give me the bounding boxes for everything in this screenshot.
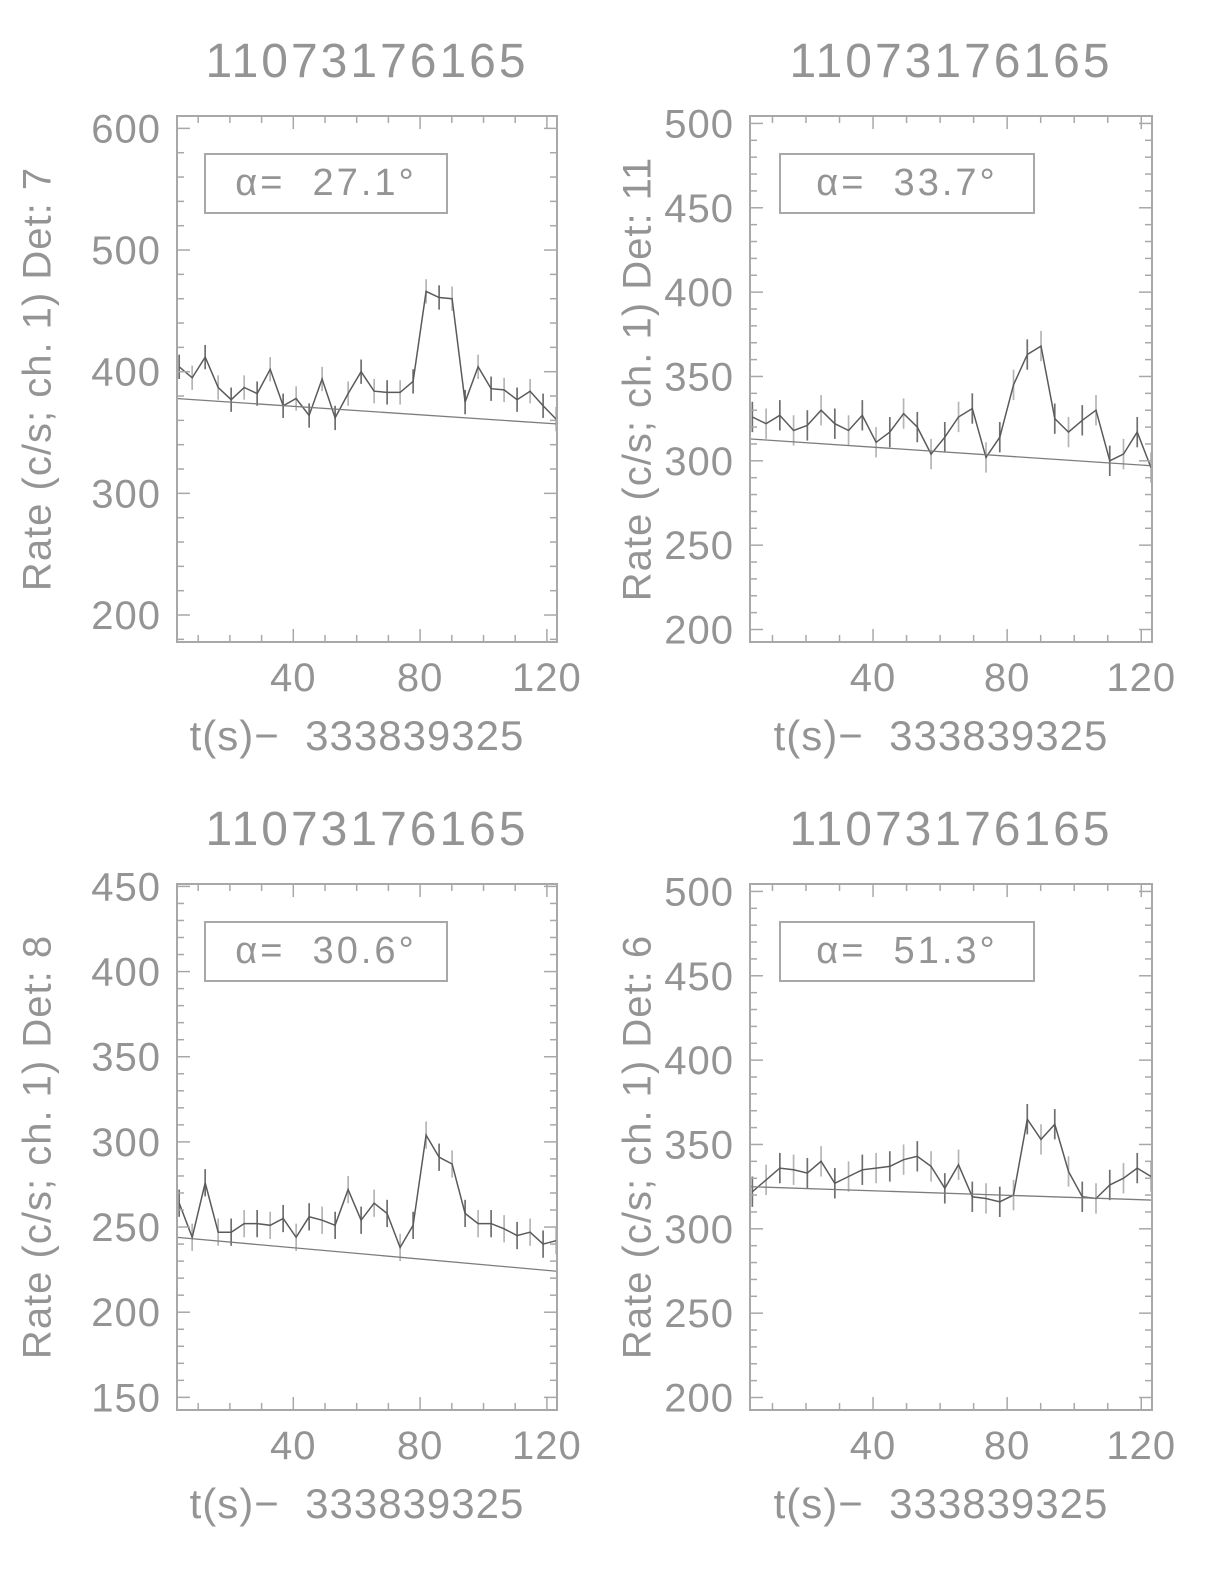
error-bars <box>178 279 557 432</box>
y-tick-label: 450 <box>664 187 734 231</box>
x-tick-label: 80 <box>984 1424 1031 1468</box>
y-axis-title: Rate (c/s; ch. 1) Det: 8 <box>15 934 60 1360</box>
panel-det-8: 11073176165 Rate (c/s; ch. 1) Det: 8 150… <box>0 768 612 1558</box>
background-fit-line <box>748 1185 1154 1201</box>
x-tick-label: 40 <box>270 1424 317 1468</box>
alpha-annotation-box: α= 30.6° <box>204 921 448 982</box>
panel-title: 11073176165 <box>789 35 1113 88</box>
x-tick-label: 80 <box>397 1424 444 1468</box>
background-fit-line <box>748 438 1154 467</box>
tick-labels: 200 300 400 500 600 40 80 120 <box>91 107 582 700</box>
y-tick-label: 350 <box>91 1036 161 1080</box>
plot-frame <box>176 883 558 1411</box>
alpha-value-label: α= 27.1° <box>235 162 417 204</box>
y-axis-title: Rate (c/s; ch. 1) Det: 11 <box>615 156 660 602</box>
alpha-annotation-box: α= 51.3° <box>779 921 1035 982</box>
tick-labels: 200 250 300 350 400 450 500 40 80 120 <box>664 102 1176 700</box>
y-tick-label: 450 <box>91 865 161 909</box>
y-tick-label: 350 <box>664 1123 734 1167</box>
light-curve-plot-det-7: 200 300 400 500 600 40 80 120 <box>91 107 581 700</box>
panel-title: 11073176165 <box>205 803 529 856</box>
x-tick-label: 120 <box>512 656 582 700</box>
x-axis-title: t(s)− 333839325 <box>773 712 1109 759</box>
light-curve-plot-det-11: 200 250 300 350 400 450 500 40 80 120 <box>664 102 1175 700</box>
axis-ticks <box>750 116 1152 642</box>
panel-title: 11073176165 <box>789 803 1113 856</box>
y-tick-label: 150 <box>91 1376 161 1420</box>
tick-labels: 150 200 250 300 350 400 450 40 80 120 <box>91 865 582 1468</box>
x-axis-title: t(s)− 333839325 <box>189 712 525 759</box>
y-tick-label: 400 <box>664 1039 734 1083</box>
y-tick-label: 200 <box>91 594 161 638</box>
tick-labels: 200 250 300 350 400 450 500 40 80 120 <box>664 870 1176 1468</box>
y-tick-label: 300 <box>91 472 161 516</box>
x-axis-title: t(s)− 333839325 <box>189 1480 525 1527</box>
x-tick-label: 80 <box>397 656 444 700</box>
y-tick-label: 500 <box>664 870 734 914</box>
plot-frame <box>749 883 1153 1411</box>
y-tick-label: 250 <box>664 1292 734 1336</box>
y-tick-label: 500 <box>664 102 734 146</box>
y-tick-label: 200 <box>664 609 734 653</box>
y-tick-label: 500 <box>91 229 161 273</box>
x-tick-label: 40 <box>270 656 317 700</box>
x-tick-label: 120 <box>1106 1424 1176 1468</box>
y-tick-label: 300 <box>664 1208 734 1252</box>
plot-frame <box>749 115 1153 643</box>
y-tick-label: 300 <box>91 1121 161 1165</box>
x-tick-label: 120 <box>512 1424 582 1468</box>
panel-det-6: 11073176165 Rate (c/s; ch. 1) Det: 6 200… <box>612 768 1224 1558</box>
alpha-value-label: α= 30.6° <box>235 930 417 972</box>
y-tick-label: 250 <box>664 524 734 568</box>
alpha-annotation-box: α= 27.1° <box>204 153 448 214</box>
y-tick-label: 400 <box>664 271 734 315</box>
panel-title: 11073176165 <box>205 35 529 88</box>
axis-ticks <box>177 884 557 1410</box>
y-tick-label: 200 <box>91 1291 161 1335</box>
y-tick-label: 400 <box>91 351 161 395</box>
error-bars <box>751 330 1152 483</box>
error-bars <box>178 1121 557 1262</box>
x-axis-title: t(s)− 333839325 <box>773 1480 1109 1527</box>
background-fit-line <box>175 397 559 425</box>
background-fit-line <box>175 1236 559 1272</box>
y-tick-label: 400 <box>91 951 161 995</box>
y-tick-label: 450 <box>664 955 734 999</box>
light-curve-plot-det-8: 150 200 250 300 350 400 450 40 80 120 <box>91 865 581 1468</box>
y-axis-title: Rate (c/s; ch. 1) Det: 6 <box>615 934 660 1360</box>
y-axis-title: Rate (c/s; ch. 1) Det: 7 <box>15 166 60 592</box>
y-tick-label: 200 <box>664 1377 734 1421</box>
axis-ticks <box>177 116 557 642</box>
y-tick-label: 600 <box>91 107 161 151</box>
alpha-annotation-box: α= 33.7° <box>779 153 1035 214</box>
alpha-value-label: α= 51.3° <box>816 930 998 972</box>
rate-curve <box>752 344 1152 468</box>
y-tick-label: 250 <box>91 1206 161 1250</box>
alpha-value-label: α= 33.7° <box>816 162 998 204</box>
x-tick-label: 120 <box>1106 656 1176 700</box>
light-curve-plot-det-6: 200 250 300 350 400 450 500 40 80 120 <box>664 870 1175 1468</box>
rate-curve <box>178 290 557 420</box>
error-bars <box>751 1103 1152 1218</box>
x-tick-label: 40 <box>850 1424 897 1468</box>
x-tick-label: 40 <box>850 656 897 700</box>
plot-frame <box>176 115 558 643</box>
y-tick-label: 350 <box>664 355 734 399</box>
panel-det-7: 11073176165 Rate (c/s; ch. 1) Det: 7 200… <box>0 0 612 790</box>
x-tick-label: 80 <box>984 656 1031 700</box>
rate-curve <box>751 1117 1152 1203</box>
axis-ticks <box>750 884 1152 1410</box>
panel-det-11: 11073176165 Rate (c/s; ch. 1) Det: 11 20… <box>612 0 1224 790</box>
rate-curve <box>178 1132 557 1250</box>
y-tick-label: 300 <box>664 440 734 484</box>
